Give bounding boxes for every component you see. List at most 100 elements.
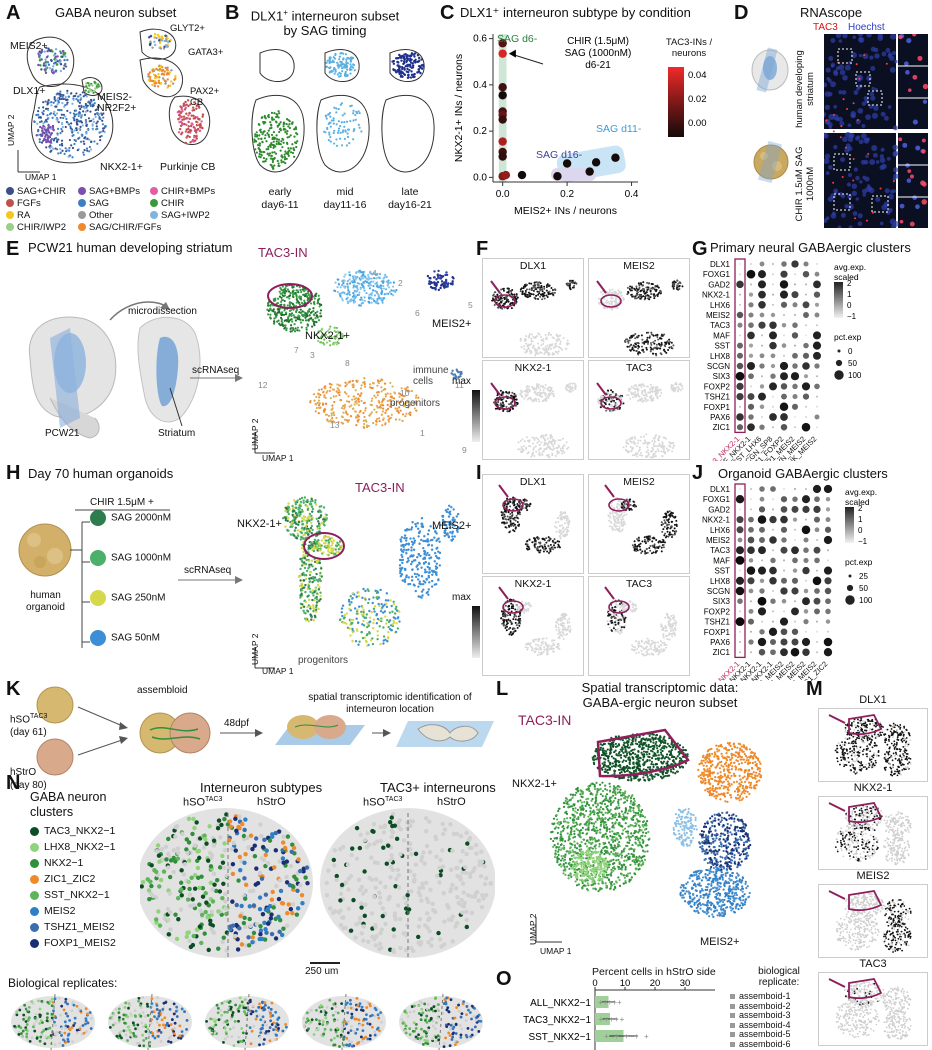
cell-dot-cluster [368, 287, 371, 290]
feature-dot [546, 395, 549, 398]
nucleus [866, 75, 872, 82]
nucleus [862, 53, 869, 60]
feature-dot [608, 292, 611, 295]
zoom-signal [899, 219, 904, 224]
cell-dot-progenitor [357, 398, 360, 401]
cell-dot-nkx [73, 113, 76, 116]
feature-dot [659, 336, 662, 339]
cell-dot-nkx [76, 149, 79, 152]
legend-swatch [78, 199, 86, 208]
feature-dot [638, 294, 641, 297]
feature-dot [549, 433, 552, 436]
cell-dot-progenitor [380, 390, 383, 393]
feature-dot [551, 289, 554, 292]
condition-label: SAG 250nM [111, 592, 166, 604]
cell-dot-nkx [291, 504, 294, 508]
cell-dot-progenitor [359, 387, 363, 390]
feature-dot [544, 383, 547, 386]
cell-dot-cluster [386, 284, 389, 287]
feature-dot [557, 350, 560, 353]
timing-label: early day6-11 [254, 186, 306, 212]
feature-dot [655, 343, 658, 346]
feature-dot [496, 403, 499, 406]
feature-dot [651, 440, 654, 443]
feature-dot [627, 339, 630, 342]
cell-dot-late [419, 71, 422, 75]
cell-dot-mid [330, 119, 334, 122]
legend-avg-title: avg.exp. [834, 262, 866, 272]
cell-dot-nkx [272, 309, 275, 313]
cell-dot-meis2 [444, 279, 448, 283]
expression-dot [748, 292, 754, 297]
zoom-signal [909, 174, 914, 179]
cell-dot-nkx [295, 294, 298, 298]
cell-dot-nkx [320, 505, 323, 508]
feature-dot [515, 300, 518, 303]
cell-dot-nkx [308, 296, 312, 299]
cell-dot-nkx [293, 322, 296, 326]
feature-dot [636, 342, 639, 345]
cell-dot-nkx [66, 109, 69, 112]
feature-dot [657, 338, 660, 341]
nucleus [870, 95, 876, 101]
cell-dot-mid [331, 59, 334, 62]
cell-dot-nkx [284, 311, 288, 314]
expression-dot [747, 331, 755, 340]
cell-dot-mid [345, 144, 349, 147]
cell-dot-early [294, 127, 297, 130]
cell-dot-progenitor [371, 381, 375, 385]
cell-dot-nkx [267, 304, 270, 307]
legend-swatch [6, 187, 14, 196]
cell-dot-pax2 [182, 115, 186, 118]
cell-dot-cluster [358, 282, 361, 285]
feature-dot [551, 448, 554, 451]
cell-dot-nkx [100, 134, 103, 138]
cell-dot-progenitor [383, 382, 387, 385]
cell-dot-nkx [56, 119, 59, 123]
cell-dot-pax2 [191, 109, 194, 112]
timing-label: mid day11-16 [319, 186, 371, 212]
cell-dot-nkx [81, 113, 84, 117]
feature-dot [523, 345, 526, 348]
expression-dot [779, 402, 789, 412]
organoid-icon [753, 140, 789, 184]
cell-dot-nkx [50, 145, 53, 149]
cell-dot-glyt2 [159, 47, 163, 50]
expression-dot [780, 383, 788, 390]
feature-dot [546, 437, 549, 440]
row-label-striatum: human developing striatum [794, 50, 816, 128]
cell-dot-nkx [291, 320, 294, 323]
cell-dot-mid [344, 70, 347, 74]
feature-dot [533, 437, 536, 440]
cell-dot-cluster [333, 329, 336, 333]
cell-dot-cluster [333, 326, 336, 329]
feature-dot [525, 390, 528, 393]
feature-dot [646, 340, 649, 343]
cell-dot-early [258, 149, 262, 152]
cell-dot-progenitor [343, 405, 346, 408]
nucleus [840, 157, 846, 163]
feature-dot [617, 289, 620, 292]
cell-dot-late [399, 55, 403, 58]
expression-dot [759, 312, 765, 318]
cell-dot-early [273, 151, 276, 154]
cell-dot-nkx [60, 139, 64, 142]
feature-dot [566, 447, 569, 450]
cell-dot-nkx [291, 295, 295, 298]
tac3-signal [885, 62, 888, 65]
feature-dot [500, 405, 503, 408]
expression-dot [781, 322, 787, 328]
expression-dot [770, 353, 776, 359]
feature-dot [670, 385, 673, 388]
timing-days: day6-11 [261, 199, 299, 211]
cell-dot-cluster [338, 292, 342, 295]
cell-dot-bmp [51, 127, 55, 131]
cell-dot-nkx [88, 120, 91, 123]
feature-dot [645, 346, 648, 349]
cell-dot-mid [329, 56, 332, 59]
cluster-number: 1 [420, 428, 425, 438]
cell-dot-nkx [303, 290, 306, 293]
feature-dot [636, 352, 639, 355]
cell-dot-cluster [341, 279, 344, 282]
cell-dot-mid [337, 107, 340, 111]
